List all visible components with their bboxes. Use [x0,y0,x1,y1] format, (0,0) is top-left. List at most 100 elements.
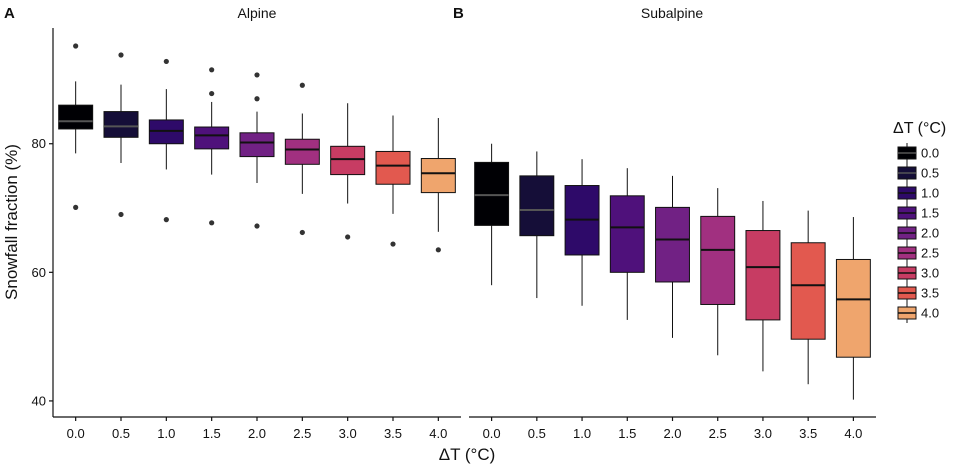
outlier-point [435,247,441,253]
legend-label: 1.5 [921,206,939,221]
box-body [609,195,645,273]
outlier-point [254,223,260,229]
outlier-point [209,220,215,226]
legend-label: 1.0 [921,186,939,201]
panel-a-x-tick-label: 3.5 [384,426,402,441]
outlier-point [209,90,215,97]
legend-key-3.0 [897,263,917,283]
legend-key-4.0 [897,303,917,323]
outlier-point [254,96,260,102]
outlier-point [299,229,305,236]
outlier-point [118,211,124,218]
panel-a-letter: A [4,5,15,22]
panel-a-x-tick-label: 0.0 [67,426,85,441]
panel-a-box-1.0 [148,58,184,223]
panel-a-x-tick-label: 4.0 [429,426,447,441]
panel-a-x-tick-label: 2.0 [248,426,266,441]
outlier-point [163,217,169,223]
panel-b-x-tick-label: 2.5 [709,426,727,441]
panel-b-box-3.5 [790,210,826,385]
panel-b-box-2.5 [700,188,736,356]
legend-label: 4.0 [921,306,939,321]
outlier-point [73,204,79,210]
legend-key-2.0 [897,223,917,243]
box-body [835,258,871,358]
box-body [655,206,690,283]
x-axis-title: ΔT (°C) [439,445,496,464]
panel-b-letter: B [453,5,464,22]
panel-b-box-0.0 [474,143,510,286]
legend-label: 0.0 [921,146,939,161]
panel-b-x-tick-label: 3.5 [799,426,817,441]
outlier-point [345,234,351,240]
outlier-point [73,43,79,49]
legend-label: 2.0 [921,226,939,241]
panel-b-x-tick-label: 1.5 [618,426,636,441]
legend-label: 0.5 [921,166,939,181]
box-body [58,104,94,130]
legend-label: 3.5 [921,286,939,301]
panel-b-box-0.5 [519,151,555,299]
box-body [519,175,555,237]
panel-a-x-tick-label: 1.5 [203,426,221,441]
box-body [790,242,826,340]
panel-a-box-3.0 [330,103,366,240]
outlier-point [299,82,305,88]
panel-a-box-0.0 [58,43,94,210]
box-body [745,230,781,321]
panel-a-x-tick-label: 3.0 [339,426,357,441]
box-body [375,150,411,185]
panel-b-box-1.5 [609,168,645,320]
legend-label: 3.0 [921,266,939,281]
legend-key-0.5 [897,163,917,183]
panel-a-x-tick-label: 1.0 [157,426,175,441]
panel-b-x-tick-label: 0.5 [528,426,546,441]
box-body [103,111,139,138]
panel-a-box-4.0 [420,118,456,253]
y-axis-title: Snowfall fraction (%) [2,144,21,300]
panel-b-box-2.0 [655,175,690,338]
legend-key-1.5 [897,203,917,223]
legend-key-1.0 [897,183,917,203]
legend: 0.0 0.5 1.0 1.5 2.0 2.5 3.0 3.5 4.0 [897,143,939,323]
panel-a-box-2.0 [239,72,275,229]
panel-b-x-tick-label: 2.0 [663,426,681,441]
panel-b-x-tick-label: 4.0 [844,426,862,441]
panel-a-title: Alpine [238,5,277,21]
legend-title: ΔT (°C) [893,120,946,137]
plot-layer: 40 60 80 0.0 0.5 1.0 1.5 2.0 2.5 3.0 3.5 4.0 0.0 0.5 1… [32,43,871,441]
panel-b-box-4.0 [835,217,871,400]
panel-a-box-3.5 [375,115,411,247]
panel-a-box-0.5 [103,52,139,218]
box-body [700,215,736,305]
legend-key-3.5 [897,283,917,303]
panel-a-box-1.5 [194,67,230,226]
panel-b-x-tick-label: 0.0 [483,426,501,441]
box-body [194,126,230,150]
box-body [239,132,275,158]
box-body [420,158,456,194]
outlier-point [163,58,169,65]
outlier-point [118,52,124,58]
panel-b-box-3.0 [745,200,781,372]
panel-b-title: Subalpine [641,5,703,21]
panel-a-y-tick-label: 40 [32,393,46,408]
legend-label: 2.5 [921,246,939,261]
box-body [474,161,510,226]
legend-key-2.5 [897,243,917,263]
panel-a-y-tick-label: 60 [32,265,46,280]
legend-key-0.0 [897,143,917,163]
panel-b-x-tick-label: 3.0 [754,426,772,441]
box-body [284,138,320,165]
box-body [330,145,366,176]
panel-a-y-tick-label: 80 [32,136,46,151]
outlier-point [390,241,396,247]
outlier-point [209,67,215,73]
outlier-point [254,72,260,78]
panel-a-x-tick-label: 2.5 [293,426,311,441]
panel-b-x-tick-label: 1.0 [573,426,591,441]
panel-a-box-2.5 [284,82,320,236]
panel-a-x-tick-label: 0.5 [112,426,130,441]
panel-b-box-1.0 [564,159,600,306]
